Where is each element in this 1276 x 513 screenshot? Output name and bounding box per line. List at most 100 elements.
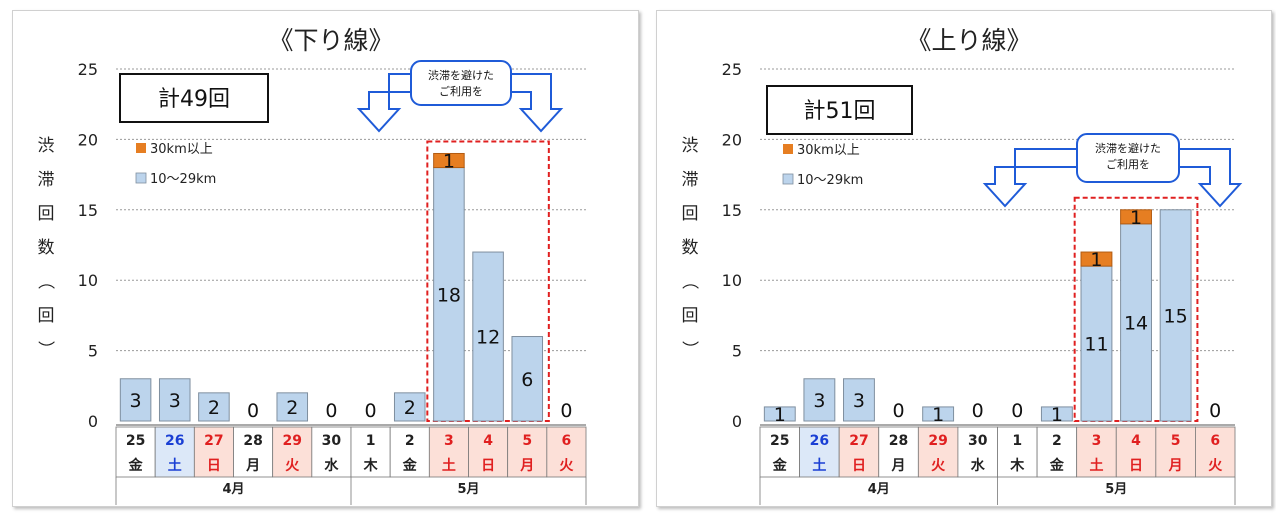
upbound-category-cell <box>759 426 800 478</box>
downbound-callout-arrows <box>356 73 564 133</box>
upbound-month-label: 5月 <box>1105 482 1127 497</box>
downbound-category-weekday: 火 <box>559 458 574 474</box>
chart-panel-downbound: 《下り線》 0 5 10 15 20 25 渋滞回数（回）計49回 30km以上 10〜29km 3… <box>12 10 639 507</box>
upbound-y-tick-label: 25 <box>722 60 742 79</box>
upbound-value-label: 1 <box>932 404 944 426</box>
upbound-value-label: 0 <box>892 400 904 422</box>
downbound-category-day: 5 <box>522 433 532 449</box>
upbound-y-axis-label-char: 渋 <box>682 136 699 156</box>
upbound-callout-arrow-right <box>1178 148 1243 208</box>
upbound-category-day: 29 <box>928 433 947 449</box>
downbound-bar-10-29km <box>472 251 504 422</box>
downbound-y-tick-label: 20 <box>78 130 98 149</box>
upbound-category-cell <box>799 426 840 478</box>
downbound-category-weekday: 水 <box>324 457 339 474</box>
downbound-bar-10-29km <box>433 167 465 422</box>
upbound-value-label: 1 <box>1051 404 1063 426</box>
downbound-category-cell <box>154 426 195 478</box>
downbound-value-label: 3 <box>130 390 142 412</box>
downbound-callout-box <box>410 60 512 106</box>
upbound-y-tick-label: 20 <box>722 130 742 149</box>
downbound-y-axis-label-char: 滞 <box>38 170 55 190</box>
downbound-category-day: 27 <box>204 433 223 449</box>
downbound-callout-text: 渋滞を避けた <box>428 68 494 82</box>
downbound-value-label: 6 <box>521 369 533 391</box>
downbound-callout-arrow-right <box>510 73 564 133</box>
upbound-category-cell <box>1076 426 1117 478</box>
downbound-value-label: 3 <box>169 390 181 412</box>
upbound-category-weekday: 月 <box>1168 458 1183 474</box>
downbound-y-tick-label: 5 <box>88 342 98 361</box>
upbound-y-axis-label-char: 数 <box>682 238 699 258</box>
upbound-legend-swatch <box>783 144 793 154</box>
downbound-bar-30km-plus <box>433 152 465 169</box>
upbound-y-tick-label: 5 <box>732 342 742 361</box>
downbound-month-label: 4月 <box>222 482 244 497</box>
downbound-callout-text: ご利用を <box>439 84 483 98</box>
downbound-category-weekday: 木 <box>363 457 379 474</box>
upbound-category-weekday: 金 <box>772 457 788 474</box>
downbound-bar-10-29km <box>119 378 152 422</box>
downbound-category-cell <box>311 426 352 478</box>
upbound-y-tick-label: 15 <box>722 201 742 220</box>
upbound-category-day: 25 <box>770 433 789 449</box>
upbound-category-day: 26 <box>810 433 829 449</box>
upbound-category-cell <box>1155 426 1196 478</box>
downbound-category-weekday: 月 <box>245 458 260 474</box>
upbound-bar-30km-plus <box>1120 209 1152 225</box>
upbound-value-label: 15 <box>1164 305 1188 327</box>
upbound-category-weekday: 木 <box>1009 457 1025 474</box>
downbound-value-label: 2 <box>404 397 416 419</box>
upbound-total-label: 計51回 <box>804 99 876 124</box>
upbound-value-label-30km: 1 <box>1090 249 1102 271</box>
upbound-category-weekday: 水 <box>971 457 986 474</box>
upbound-y-tick-label: 10 <box>722 271 742 290</box>
downbound-chart: 《下り線》0510152025渋滞回数（回）計49回30km以上10〜29km3… <box>35 26 587 505</box>
upbound-category-weekday: 金 <box>1049 457 1065 474</box>
downbound-category-weekday: 金 <box>402 457 418 474</box>
downbound-category-weekday: 土 <box>168 457 182 474</box>
upbound-category-day: 4 <box>1131 433 1141 449</box>
upbound-bar-10-29km <box>1159 209 1192 422</box>
upbound-y-axis-label-char: 滞 <box>682 170 699 190</box>
upbound-category-day: 27 <box>849 433 868 449</box>
upbound-bar-30km-plus <box>1080 251 1113 267</box>
upbound-callout-arrows <box>982 148 1243 208</box>
upbound-value-label: 3 <box>853 390 865 412</box>
downbound-category-cell <box>389 426 430 478</box>
downbound-value-label: 18 <box>437 284 461 306</box>
upbound-category-weekday: 月 <box>891 458 906 474</box>
downbound-value-label: 0 <box>560 400 572 422</box>
downbound-value-label: 0 <box>325 400 337 422</box>
downbound-value-label: 2 <box>208 397 220 419</box>
upbound-value-label: 3 <box>813 390 825 412</box>
downbound-category-day: 26 <box>165 433 184 449</box>
upbound-category-day: 28 <box>889 433 908 449</box>
upbound-bar-10-29km <box>1040 406 1073 422</box>
upbound-category-weekday: 土 <box>1089 457 1103 474</box>
upbound-highlight-box <box>1073 196 1199 422</box>
downbound-value-label: 2 <box>286 397 298 419</box>
downbound-value-label-30km: 1 <box>443 151 455 173</box>
upbound-callout-arrow-left <box>982 148 1078 208</box>
downbound-category-day: 6 <box>562 433 572 449</box>
downbound-category-day: 4 <box>483 433 493 449</box>
upbound-total-box <box>766 85 913 135</box>
upbound-y-axis-label-char: 回 <box>682 306 699 326</box>
upbound-bar-10-29km <box>843 378 875 422</box>
upbound-chart: 《上り線》0510152025渋滞回数（回）計51回30km以上10〜29km1… <box>679 26 1243 505</box>
upbound-category-day: 2 <box>1052 433 1062 449</box>
downbound-value-label: 0 <box>365 400 377 422</box>
upbound-category-cell <box>1195 426 1236 478</box>
upbound-category-cell <box>878 426 919 478</box>
downbound-category-cell <box>193 426 234 478</box>
downbound-bar-10-29km <box>276 392 309 422</box>
downbound-bar-10-29km <box>511 336 544 422</box>
upbound-value-label: 0 <box>1209 400 1221 422</box>
downbound-y-axis-label-char: （ <box>35 273 55 290</box>
downbound-category-day: 30 <box>322 433 342 449</box>
downbound-legend-swatch <box>135 172 147 184</box>
upbound-y-tick-label: 0 <box>732 412 742 431</box>
downbound-y-axis-label-char: 回 <box>38 306 55 326</box>
